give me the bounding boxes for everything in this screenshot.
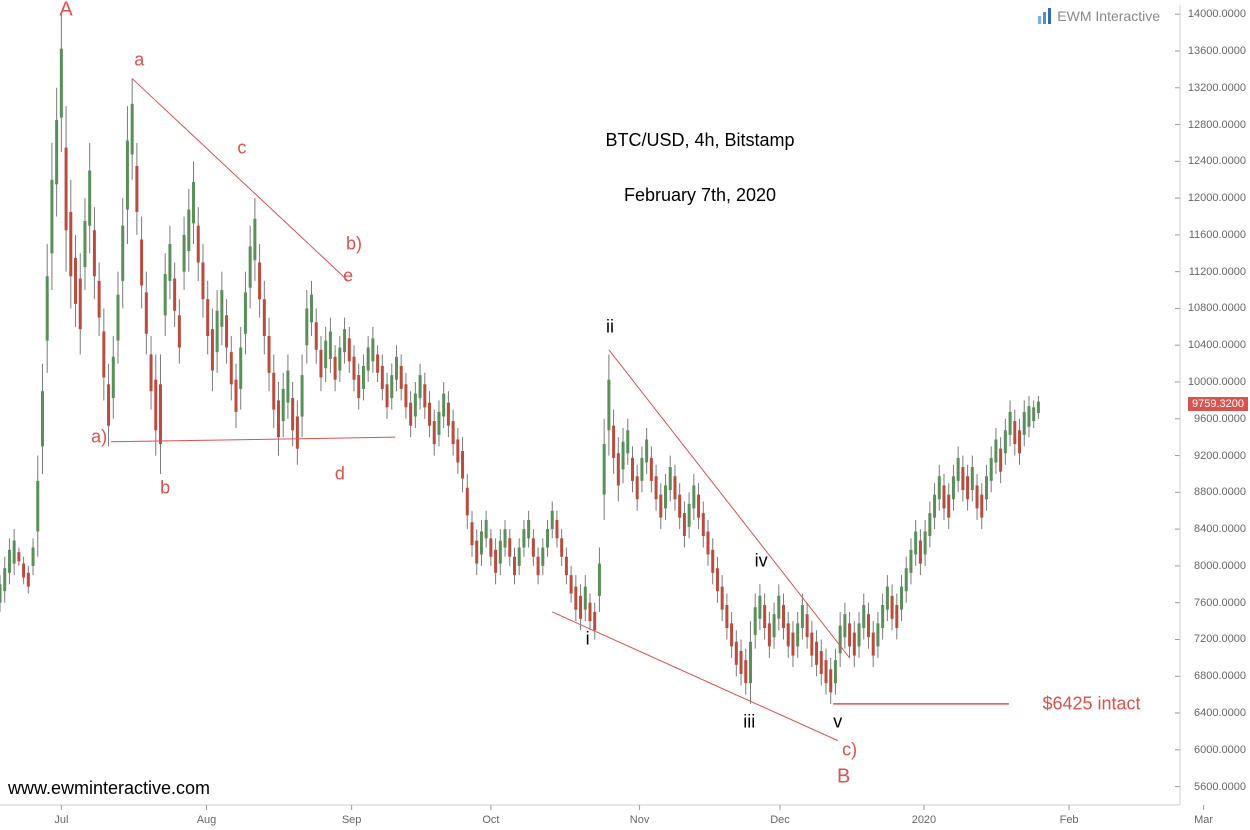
y-tick-label: 12800.0000 — [1188, 119, 1246, 131]
chart-title-line2: February 7th, 2020 — [624, 185, 776, 206]
y-tick-label: 10800.0000 — [1188, 302, 1246, 314]
wave-label: b) — [346, 234, 362, 255]
y-tick-label: 6800.0000 — [1194, 670, 1246, 682]
wave-label: b — [160, 477, 170, 498]
x-tick-label: Dec — [770, 814, 790, 826]
x-tick-label: Oct — [482, 814, 499, 826]
wave-label: e — [343, 266, 353, 287]
y-tick-label: 7200.0000 — [1194, 633, 1246, 645]
wave-label: a) — [91, 427, 107, 448]
y-tick-label: 8000.0000 — [1194, 560, 1246, 572]
x-tick-label: Jul — [54, 814, 68, 826]
y-tick-label: 8800.0000 — [1194, 486, 1246, 498]
footer-url: www.ewminteractive.com — [8, 778, 210, 799]
y-tick-label: 6400.0000 — [1194, 707, 1246, 719]
x-tick-label: Sep — [342, 814, 362, 826]
chart-title-line1: BTC/USD, 4h, Bitstamp — [605, 130, 794, 151]
y-tick-label: 13600.0000 — [1188, 45, 1246, 57]
wave-label: c) — [842, 739, 857, 760]
y-tick-label: 7600.0000 — [1194, 597, 1246, 609]
y-tick-label: 13200.0000 — [1188, 82, 1246, 94]
wave-label: d — [335, 463, 345, 484]
x-tick-label: Nov — [630, 814, 650, 826]
y-tick-label: 10000.0000 — [1188, 376, 1246, 388]
wave-label: c — [237, 137, 246, 158]
wave-label: i — [586, 629, 590, 650]
wave-label: a — [134, 50, 144, 71]
y-tick-label: 12400.0000 — [1188, 155, 1246, 167]
y-tick-label: 11200.0000 — [1189, 266, 1246, 278]
y-tick-label: 5600.0000 — [1194, 781, 1246, 793]
y-tick-label: 12000.0000 — [1188, 192, 1246, 204]
wave-label: iv — [755, 551, 768, 572]
wave-label: $6425 intact — [1042, 693, 1140, 714]
wave-label: B — [837, 766, 850, 789]
wave-label: iii — [743, 712, 755, 733]
x-tick-label: Feb — [1060, 814, 1079, 826]
y-tick-label: 10400.0000 — [1188, 339, 1246, 351]
wave-label: A — [59, 0, 72, 21]
current-price-tag: 9759.3200 — [1188, 397, 1248, 411]
chart-container: EWM Interactive BTC/USD, 4h, Bitstamp Fe… — [0, 0, 1250, 830]
y-tick-label: 14000.0000 — [1188, 8, 1246, 20]
y-tick-label: 9200.0000 — [1194, 450, 1246, 462]
x-tick-label: 2020 — [912, 814, 936, 826]
y-tick-label: 6000.0000 — [1194, 744, 1246, 756]
y-tick-label: 9600.0000 — [1194, 413, 1246, 425]
wave-label: v — [833, 712, 842, 733]
y-tick-label: 11600.0000 — [1189, 229, 1246, 241]
y-tick-label: 8400.0000 — [1194, 523, 1246, 535]
x-tick-label: Aug — [197, 814, 217, 826]
wave-label: ii — [606, 316, 614, 337]
x-tick-label: Mar — [1194, 814, 1213, 826]
